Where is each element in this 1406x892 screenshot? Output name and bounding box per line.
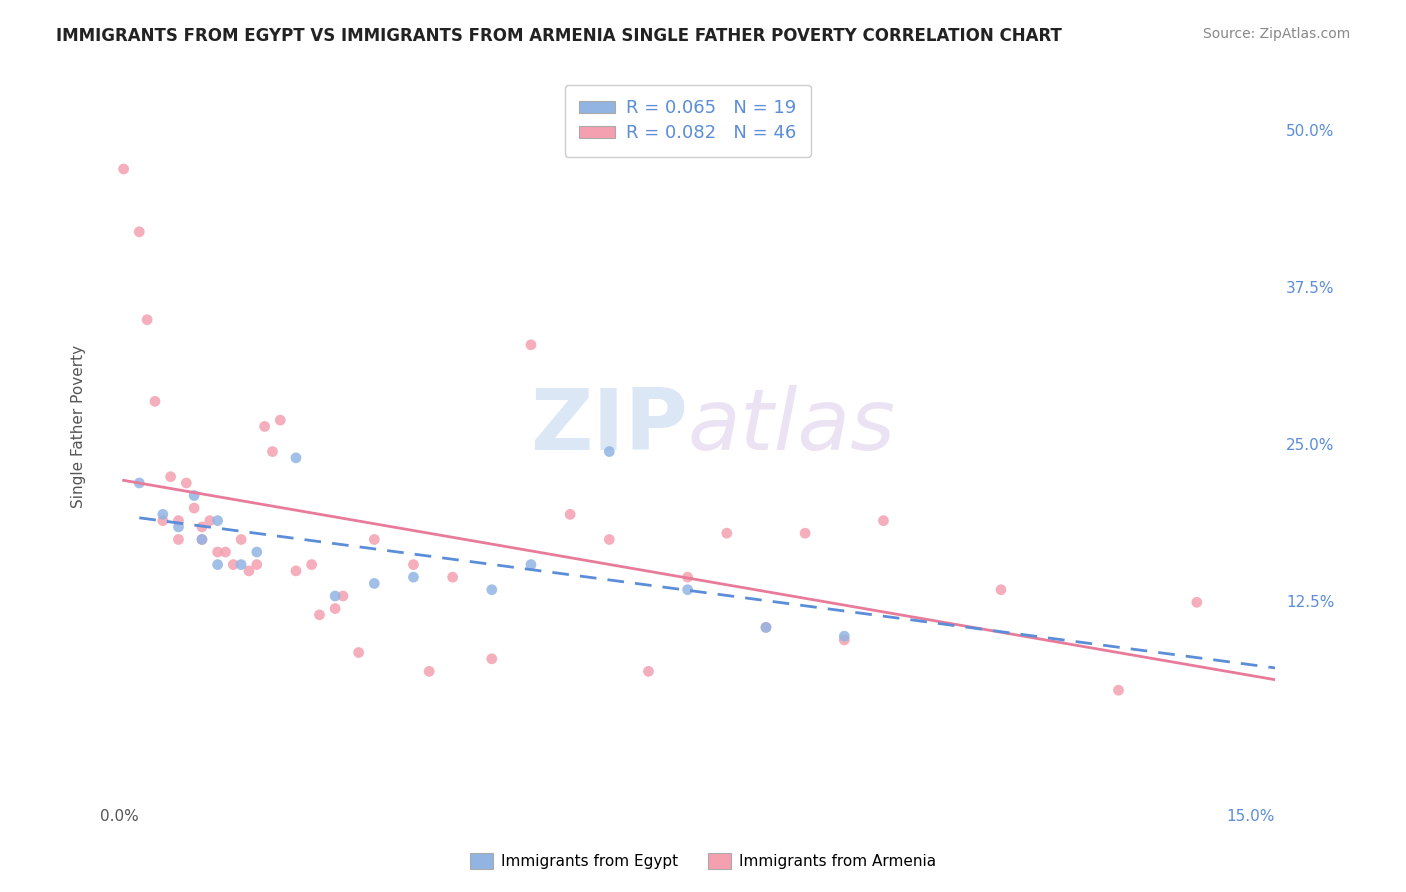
Point bbox=[418, 665, 440, 679]
Point bbox=[520, 558, 543, 572]
Point bbox=[834, 632, 856, 647]
Point bbox=[1185, 595, 1208, 609]
Point bbox=[246, 558, 269, 572]
Point bbox=[112, 161, 135, 176]
Text: IMMIGRANTS FROM EGYPT VS IMMIGRANTS FROM ARMENIA SINGLE FATHER POVERTY CORRELATI: IMMIGRANTS FROM EGYPT VS IMMIGRANTS FROM… bbox=[56, 27, 1062, 45]
Point bbox=[323, 601, 346, 615]
Point bbox=[207, 514, 229, 528]
Point bbox=[402, 570, 425, 584]
Point bbox=[214, 545, 236, 559]
Point bbox=[176, 475, 198, 490]
Legend: Immigrants from Egypt, Immigrants from Armenia: Immigrants from Egypt, Immigrants from A… bbox=[464, 847, 942, 875]
Point bbox=[285, 564, 308, 578]
Point bbox=[159, 469, 181, 483]
Point bbox=[598, 444, 620, 458]
Point bbox=[1108, 683, 1130, 698]
Point bbox=[363, 533, 385, 547]
Point bbox=[198, 514, 221, 528]
Point bbox=[183, 501, 205, 516]
Text: 0.0%: 0.0% bbox=[100, 810, 139, 824]
Point bbox=[183, 489, 205, 503]
Y-axis label: Single Father Poverty: Single Father Poverty bbox=[72, 345, 86, 508]
Point bbox=[167, 514, 190, 528]
Point bbox=[834, 629, 856, 643]
Point bbox=[191, 533, 214, 547]
Point bbox=[262, 444, 284, 458]
Point bbox=[128, 225, 150, 239]
Point bbox=[332, 589, 354, 603]
Point bbox=[191, 533, 214, 547]
Point bbox=[755, 620, 778, 634]
Text: 50.0%: 50.0% bbox=[1286, 124, 1334, 139]
Point bbox=[128, 475, 150, 490]
Point bbox=[481, 582, 503, 597]
Text: 15.0%: 15.0% bbox=[1227, 810, 1275, 824]
Point bbox=[136, 312, 159, 326]
Point bbox=[222, 558, 245, 572]
Point bbox=[441, 570, 464, 584]
Point bbox=[402, 558, 425, 572]
Point bbox=[167, 533, 190, 547]
Legend: R = 0.065   N = 19, R = 0.082   N = 46: R = 0.065 N = 19, R = 0.082 N = 46 bbox=[565, 85, 811, 157]
Point bbox=[143, 394, 166, 409]
Point bbox=[301, 558, 323, 572]
Point bbox=[676, 582, 699, 597]
Point bbox=[560, 508, 582, 522]
Point bbox=[238, 564, 260, 578]
Point bbox=[191, 520, 214, 534]
Point bbox=[637, 665, 659, 679]
Text: 25.0%: 25.0% bbox=[1286, 438, 1334, 453]
Point bbox=[308, 607, 330, 622]
Point bbox=[598, 533, 620, 547]
Text: ZIP: ZIP bbox=[530, 385, 688, 468]
Point bbox=[285, 450, 308, 465]
Point bbox=[520, 338, 543, 352]
Point bbox=[755, 620, 778, 634]
Point bbox=[481, 652, 503, 666]
Point bbox=[347, 646, 370, 660]
Text: 37.5%: 37.5% bbox=[1286, 281, 1334, 296]
Text: 12.5%: 12.5% bbox=[1286, 595, 1334, 610]
Point bbox=[231, 533, 253, 547]
Point bbox=[676, 570, 699, 584]
Point bbox=[207, 545, 229, 559]
Point bbox=[152, 514, 174, 528]
Point bbox=[246, 545, 269, 559]
Point bbox=[363, 576, 385, 591]
Text: Source: ZipAtlas.com: Source: ZipAtlas.com bbox=[1202, 27, 1350, 41]
Point bbox=[872, 514, 894, 528]
Point bbox=[716, 526, 738, 541]
Point bbox=[990, 582, 1012, 597]
Point bbox=[231, 558, 253, 572]
Point bbox=[167, 520, 190, 534]
Point bbox=[152, 508, 174, 522]
Point bbox=[207, 558, 229, 572]
Point bbox=[794, 526, 817, 541]
Point bbox=[323, 589, 346, 603]
Point bbox=[253, 419, 276, 434]
Point bbox=[269, 413, 291, 427]
Text: atlas: atlas bbox=[688, 385, 896, 468]
